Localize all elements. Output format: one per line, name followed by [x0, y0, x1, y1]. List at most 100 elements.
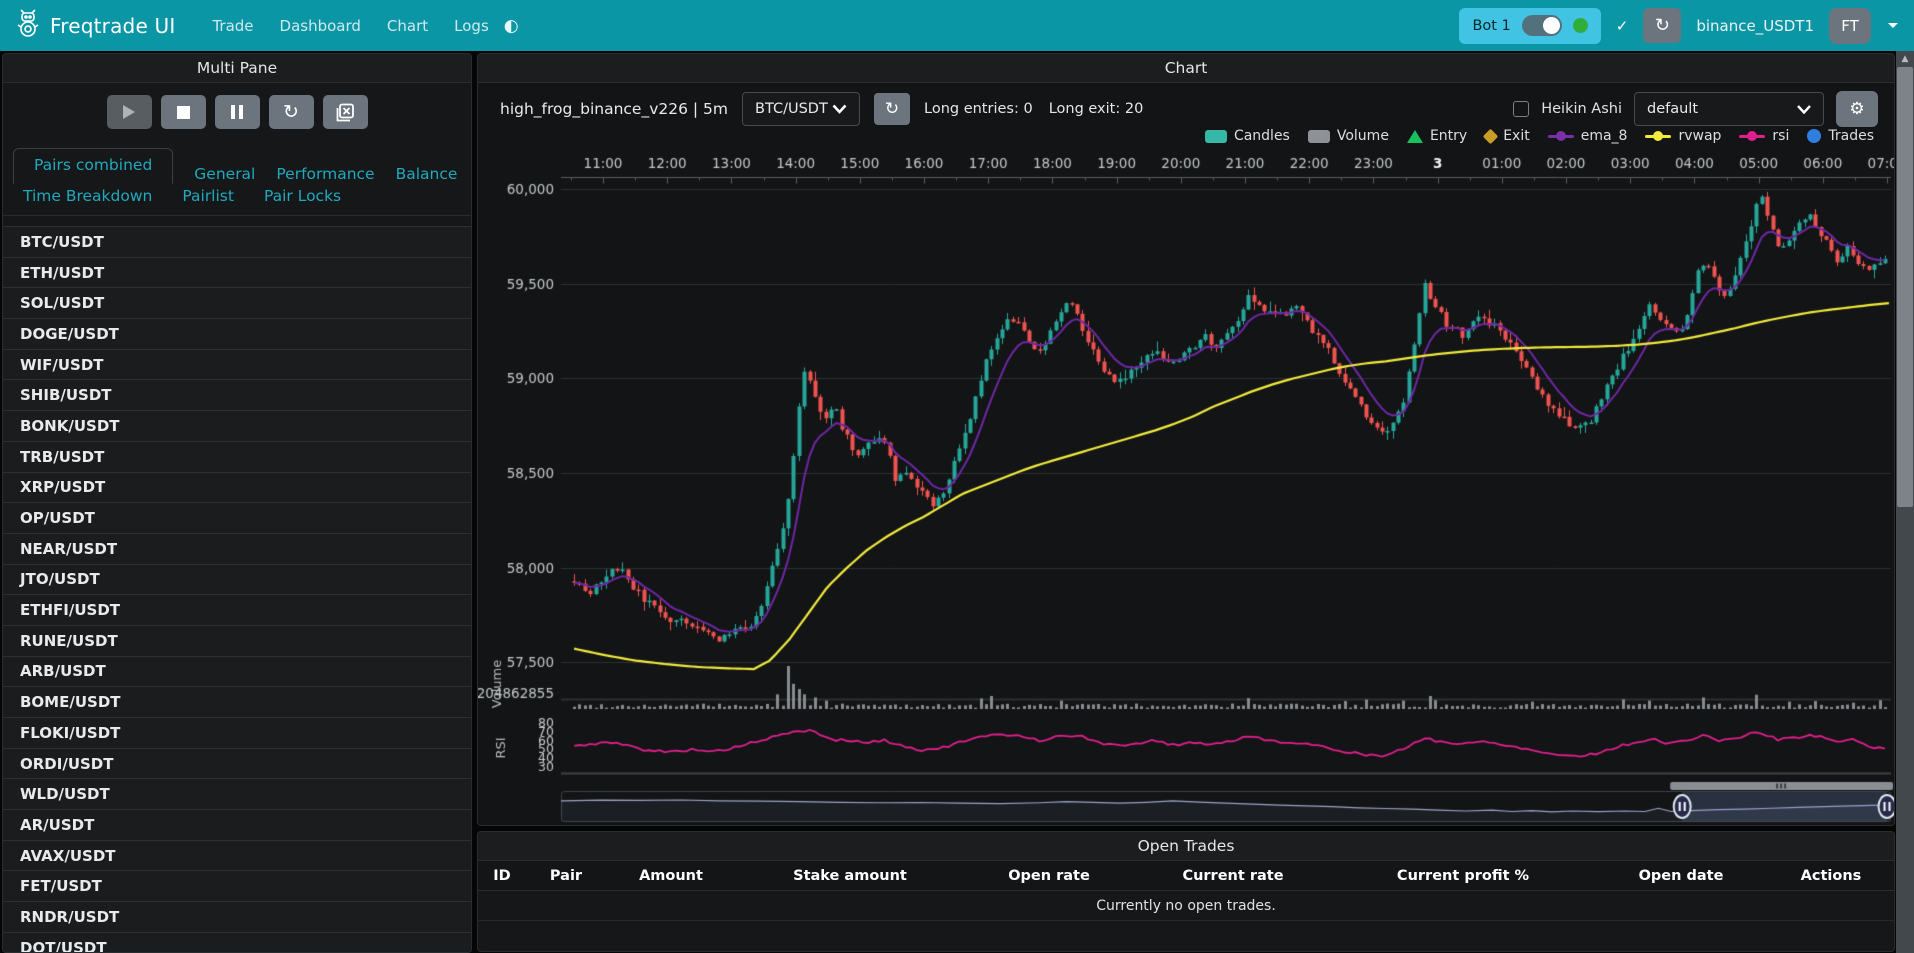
- pair-row-floki[interactable]: FLOKI/USDT: [3, 718, 471, 749]
- stop-button[interactable]: [160, 95, 206, 129]
- legend-swatch-dot: [1555, 131, 1566, 141]
- legend-item-rvwap[interactable]: rvwap: [1645, 128, 1721, 144]
- tabs-row-2: Time Breakdown Pairlist Pair Locks: [3, 183, 471, 216]
- stop-icon: [176, 105, 190, 119]
- pause-button[interactable]: [214, 95, 260, 129]
- open-trades-header-row: ID Pair Amount Stake amount Open rate Current…: [478, 861, 1894, 891]
- pair-row-dot[interactable]: DOT/USDT: [3, 932, 471, 952]
- pair-row-avax[interactable]: AVAX/USDT: [3, 840, 471, 872]
- pair-row-eth[interactable]: ETH/USDT: [3, 257, 471, 289]
- pause-icon: [231, 105, 243, 119]
- pair-row-xrp[interactable]: XRP/USDT: [3, 472, 471, 504]
- legend-swatch-line: [1547, 131, 1574, 141]
- legend-label: ema_8: [1580, 128, 1628, 144]
- scrollbar-up-arrow-icon[interactable]: ▲: [1901, 54, 1909, 64]
- column-header-current-profit-: Current profit %: [1396, 867, 1530, 884]
- pair-list: BTC/USDT ETH/USDT SOL/USDT DOGE/USDT WIF/USD…: [3, 226, 471, 952]
- chart-toolbar: high_frog_binance_v226 | 5m BTC/USDT ↻ L…: [478, 87, 1894, 131]
- bot-selector[interactable]: Bot 1: [1459, 7, 1601, 44]
- bot-name: Bot 1: [1472, 17, 1511, 34]
- reload-button[interactable]: ↻: [1643, 8, 1682, 43]
- pair-row-ethfi[interactable]: ETHFI/USDT: [3, 595, 471, 626]
- legend-item-trades[interactable]: Trades: [1807, 128, 1874, 144]
- tab-pairs-combined[interactable]: Pairs combined: [13, 148, 174, 184]
- nav-link-logs[interactable]: Logs: [454, 16, 489, 35]
- pair-row-wif[interactable]: WIF/USDT: [3, 349, 471, 381]
- nav-link-chart[interactable]: Chart: [386, 16, 429, 35]
- pair-select[interactable]: BTC/USDT: [742, 92, 860, 126]
- column-header-pair: Pair: [549, 867, 583, 884]
- pair-row-arb[interactable]: ARB/USDT: [3, 656, 471, 688]
- refresh-icon: ↻: [283, 101, 299, 123]
- signal-counts: Long entries: 0 Long exit: 20: [924, 101, 1143, 117]
- navbar: Freqtrade UI Trade Dashboard Chart Logs ◐ B…: [0, 0, 1914, 51]
- user-menu-caret-icon[interactable]: [1888, 23, 1898, 28]
- legend-swatch-rect: [1307, 129, 1330, 143]
- remove-chart-button[interactable]: [322, 95, 368, 129]
- tab-pairlist[interactable]: Pairlist: [182, 187, 234, 205]
- theme-toggle-icon[interactable]: ◐: [503, 15, 519, 36]
- pair-row-rune[interactable]: RUNE/USDT: [3, 625, 471, 657]
- pair-row-fet[interactable]: FET/USDT: [3, 871, 471, 903]
- column-header-current-rate: Current rate: [1182, 867, 1284, 884]
- play-icon: [123, 105, 135, 119]
- chart-legend: Candles Volume Entry Exit ema_8 rvwap rsi Trade…: [1204, 126, 1874, 146]
- app-title: Freqtrade UI: [50, 13, 176, 38]
- legend-item-entry[interactable]: Entry: [1406, 128, 1467, 144]
- navbar-right: Bot 1 ✓ ↻ binance_USDT1 FT: [1459, 7, 1898, 44]
- pair-row-ar[interactable]: AR/USDT: [3, 810, 471, 841]
- tab-performance[interactable]: Performance: [276, 165, 375, 183]
- legend-item-candles[interactable]: Candles: [1204, 128, 1290, 144]
- pair-row-jto[interactable]: JTO/USDT: [3, 564, 471, 596]
- legend-swatch-dot: [1747, 131, 1758, 141]
- pair-row-near[interactable]: NEAR/USDT: [3, 533, 471, 565]
- pair-row-op[interactable]: OP/USDT: [3, 503, 471, 534]
- legend-swatch-line: [1739, 131, 1766, 141]
- brand[interactable]: Freqtrade UI: [16, 8, 176, 43]
- pair-row-btc[interactable]: BTC/USDT: [3, 227, 471, 258]
- legend-item-volume[interactable]: Volume: [1307, 128, 1389, 144]
- nav-link-trade[interactable]: Trade: [212, 16, 254, 35]
- pair-select-value: BTC/USDT: [755, 101, 828, 117]
- column-header-stake-amount: Stake amount: [793, 867, 907, 884]
- pair-row-shib[interactable]: SHIB/USDT: [3, 380, 471, 412]
- avatar[interactable]: FT: [1829, 7, 1871, 44]
- tab-time-breakdown[interactable]: Time Breakdown: [23, 187, 153, 205]
- legend-item-exit[interactable]: Exit: [1482, 128, 1530, 144]
- legend-swatch-diamond: [1482, 128, 1499, 144]
- tab-pair-locks[interactable]: Pair Locks: [263, 187, 342, 205]
- legend-label: rvwap: [1678, 128, 1722, 144]
- legend-swatch-line: [1645, 131, 1672, 141]
- heikin-ashi-label: Heikin Ashi: [1541, 101, 1622, 117]
- pair-row-ordi[interactable]: ORDI/USDT: [3, 748, 471, 780]
- legend-label: rsi: [1772, 128, 1790, 144]
- start-button[interactable]: [106, 95, 152, 129]
- reload-config-button[interactable]: ↻: [268, 95, 314, 129]
- pair-row-wld[interactable]: WLD/USDT: [3, 779, 471, 811]
- bot-toggle[interactable]: [1521, 15, 1562, 36]
- column-header-amount: Amount: [639, 867, 703, 884]
- price-chart-canvas[interactable]: [478, 146, 1894, 825]
- heikin-ashi-checkbox[interactable]: [1513, 101, 1530, 117]
- pair-row-trb[interactable]: TRB/USDT: [3, 441, 471, 473]
- nav-link-dashboard[interactable]: Dashboard: [279, 16, 361, 35]
- legend-item-ema_8[interactable]: ema_8: [1547, 128, 1628, 144]
- nav-links: Trade Dashboard Chart Logs: [201, 11, 499, 41]
- strategy-title: high_frog_binance_v226 | 5m: [500, 100, 728, 118]
- vertical-scrollbar[interactable]: ▲: [1896, 51, 1914, 953]
- tab-balance[interactable]: Balance: [395, 165, 458, 183]
- pair-row-rndr[interactable]: RNDR/USDT: [3, 902, 471, 933]
- scrollbar-thumb[interactable]: [1897, 67, 1913, 507]
- tab-general[interactable]: General: [194, 165, 256, 183]
- legend-label: Candles: [1233, 128, 1290, 144]
- tabs-row-1: Pairs combined General Performance Balance: [3, 139, 471, 184]
- legend-item-rsi[interactable]: rsi: [1739, 128, 1789, 144]
- pair-row-doge[interactable]: DOGE/USDT: [3, 319, 471, 350]
- chart-settings-button[interactable]: ⚙: [1836, 91, 1878, 127]
- pair-row-bome[interactable]: BOME/USDT: [3, 687, 471, 718]
- legend-swatch-rect: [1204, 129, 1227, 143]
- pair-row-sol[interactable]: SOL/USDT: [3, 288, 471, 320]
- refresh-chart-button[interactable]: ↻: [874, 93, 910, 125]
- pair-row-bonk[interactable]: BONK/USDT: [3, 411, 471, 442]
- plot-config-select[interactable]: default: [1634, 92, 1824, 126]
